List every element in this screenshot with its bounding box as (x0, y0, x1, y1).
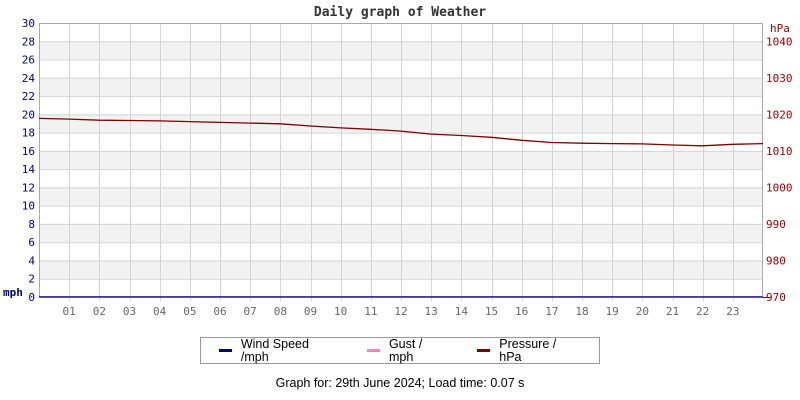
left-axis-tick-label: 20 (22, 108, 35, 121)
left-axis-tick-label: 6 (28, 236, 35, 249)
pressure-line (38, 117, 764, 147)
legend-label: Wind Speed /mph (240, 337, 309, 364)
legend-swatch-icon (477, 349, 491, 352)
right-axis-tick-label: 1040 (766, 35, 793, 48)
x-axis-tick-label: 01 (63, 305, 76, 318)
legend-item-pressure: Pressure / hPa (477, 338, 581, 363)
x-axis-tick-label: 06 (213, 305, 226, 318)
x-axis-tick-label: 23 (726, 305, 739, 318)
left-axis-tick-label: 18 (22, 127, 35, 140)
left-axis-tick-label: 22 (22, 90, 35, 103)
legend-label: Pressure / hPa (499, 337, 557, 364)
x-axis-tick-label: 17 (545, 305, 558, 318)
daily-weather-chart: 0246810121416182022242628309709809901000… (3, 5, 793, 318)
x-axis-tick-label: 22 (696, 305, 709, 318)
x-axis-tick-label: 19 (606, 305, 619, 318)
left-axis-tick-label: 4 (28, 254, 35, 267)
right-axis-tick-label: 990 (766, 218, 786, 231)
legend-item-gust: Gust / mph (367, 338, 449, 363)
x-axis-tick-label: 10 (334, 305, 347, 318)
left-axis-tick-label: 2 (28, 273, 35, 286)
right-axis-tick-label: 1010 (766, 145, 793, 158)
chart-title: Daily graph of Weather (314, 5, 486, 20)
legend-swatch-icon (219, 349, 232, 352)
right-axis-tick-label: 1020 (766, 108, 793, 121)
right-axis-tick-label: 980 (766, 254, 786, 267)
x-axis-tick-label: 05 (183, 305, 196, 318)
left-axis-tick-label: 30 (22, 17, 35, 30)
left-axis-tick-label: 24 (22, 72, 36, 85)
right-axis-tick-label: 970 (766, 291, 786, 304)
left-axis-tick-label: 8 (28, 218, 35, 231)
right-axis-unit-label: hPa (770, 22, 790, 35)
x-axis-tick-label: 07 (244, 305, 257, 318)
x-axis-tick-label: 13 (425, 305, 438, 318)
x-axis-tick-label: 12 (394, 305, 407, 318)
left-axis-tick-label: 0 (28, 291, 35, 304)
chart-legend: Wind Speed /mph Gust / mph Pressure / hPa (200, 337, 600, 364)
x-axis-tick-label: 03 (123, 305, 136, 318)
right-axis-tick-label: 1030 (766, 72, 793, 85)
right-axis-tick-label: 1000 (766, 181, 793, 194)
left-axis-tick-label: 28 (22, 35, 35, 48)
left-axis-tick-label: 10 (22, 200, 35, 213)
x-axis-tick-label: 20 (636, 305, 649, 318)
x-axis-tick-label: 04 (153, 305, 167, 318)
left-axis-tick-label: 14 (22, 163, 36, 176)
x-axis-tick-label: 11 (364, 305, 377, 318)
x-axis-tick-label: 09 (304, 305, 317, 318)
x-axis-tick-label: 16 (515, 305, 528, 318)
x-axis-tick-label: 02 (93, 305, 106, 318)
left-axis-tick-label: 26 (22, 54, 35, 67)
left-axis-unit-label: mph (3, 286, 23, 299)
x-axis-tick-label: 18 (575, 305, 588, 318)
footer-caption: Graph for: 29th June 2024; Load time: 0.… (275, 376, 525, 390)
legend-swatch-icon (367, 349, 380, 352)
x-axis-tick-label: 14 (455, 305, 469, 318)
chart-plot-layers: 0246810121416182022242628309709809901000… (22, 17, 793, 318)
x-axis-tick-label: 08 (274, 305, 287, 318)
left-axis-tick-label: 12 (22, 181, 35, 194)
legend-label: Gust / mph (388, 337, 423, 364)
left-axis-tick-label: 16 (22, 145, 35, 158)
legend-item-wind: Wind Speed /mph (219, 338, 339, 363)
x-axis-tick-label: 21 (666, 305, 679, 318)
x-axis-tick-label: 15 (485, 305, 498, 318)
